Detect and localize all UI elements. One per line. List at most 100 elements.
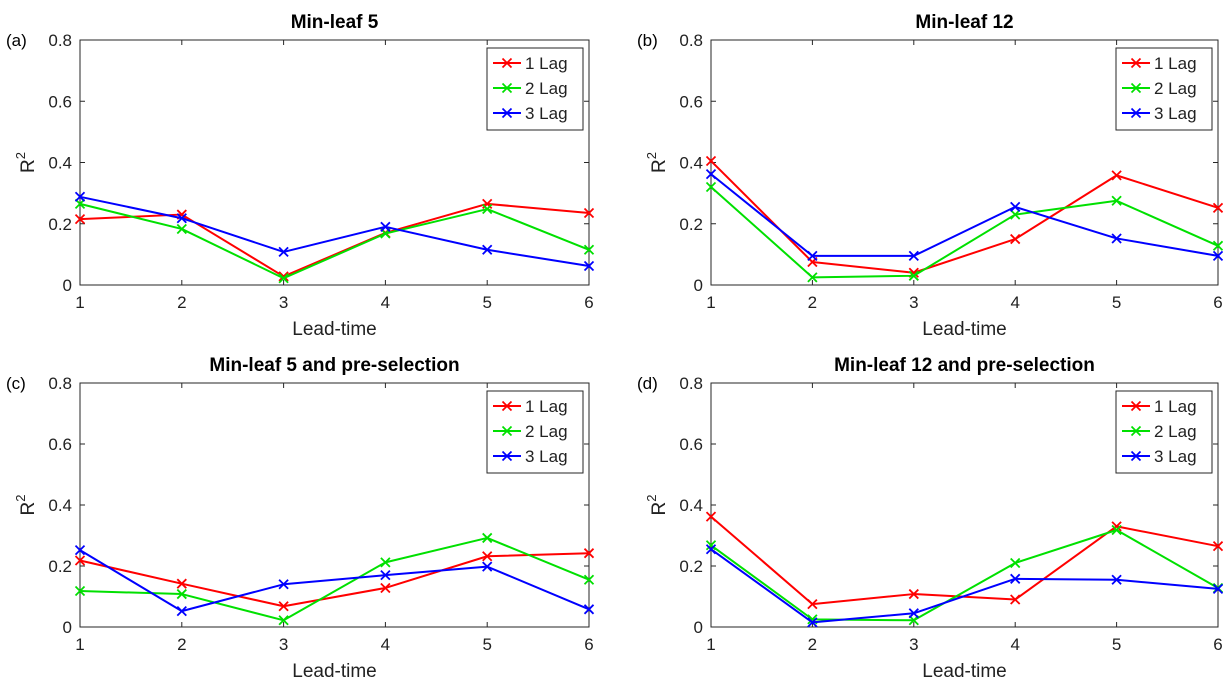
legend-swatch-marker bbox=[1130, 425, 1142, 437]
data-point bbox=[1111, 170, 1122, 181]
y-tick-label: 0 bbox=[694, 276, 703, 295]
data-point bbox=[583, 207, 595, 219]
chart-title: Min-leaf 5 and pre-selection bbox=[209, 355, 459, 376]
y-tick-label: 0.6 bbox=[679, 435, 703, 454]
y-axis-label-base: R bbox=[18, 159, 39, 173]
data-point bbox=[807, 598, 818, 610]
legend: 1 Lag 2 Lag 3 Lag bbox=[486, 47, 584, 131]
data-point bbox=[278, 601, 289, 612]
data-point bbox=[1010, 201, 1021, 213]
x-tick-label: 3 bbox=[279, 293, 288, 312]
y-axis-label-superscript: 2 bbox=[13, 152, 28, 159]
data-point bbox=[705, 169, 717, 180]
y-axis-label-superscript: 2 bbox=[644, 152, 659, 159]
series-line-1-lag bbox=[710, 160, 1219, 274]
data-point bbox=[1010, 573, 1021, 584]
data-point bbox=[278, 579, 289, 590]
y-axis-label: R2 bbox=[13, 495, 39, 516]
y-axis-label-superscript: 2 bbox=[644, 495, 659, 502]
data-point bbox=[74, 545, 86, 556]
series-line-3-lag bbox=[710, 548, 1219, 624]
legend-swatch-marker bbox=[1130, 450, 1142, 462]
panel-label: (c) bbox=[6, 374, 26, 393]
x-tick-label: 3 bbox=[909, 635, 918, 654]
legend-swatch-marker bbox=[501, 450, 513, 462]
data-point bbox=[1212, 240, 1223, 251]
x-tick-label: 4 bbox=[1010, 635, 1019, 654]
data-point bbox=[278, 615, 289, 626]
y-tick-label: 0.8 bbox=[679, 31, 703, 50]
legend-swatch-marker bbox=[1130, 400, 1142, 412]
y-tick-label: 0.4 bbox=[679, 496, 703, 515]
y-tick-label: 0.2 bbox=[679, 557, 703, 576]
y-tick-label: 0.8 bbox=[48, 374, 72, 393]
data-point bbox=[807, 250, 818, 262]
data-point bbox=[807, 617, 818, 628]
legend-swatch-marker bbox=[1130, 107, 1142, 119]
data-point bbox=[1111, 521, 1122, 532]
data-point bbox=[176, 223, 187, 235]
chart-panel-d: Min-leaf 12 and pre-selection (d) 0 0.2 0.4 0… bbox=[637, 355, 1223, 682]
data-point bbox=[1010, 594, 1021, 605]
x-tick-label: 5 bbox=[1112, 635, 1121, 654]
x-tick-label: 6 bbox=[1213, 293, 1222, 312]
data-point bbox=[908, 588, 919, 600]
legend-swatch-marker bbox=[501, 107, 513, 119]
data-point bbox=[278, 271, 289, 282]
x-tick-label: 1 bbox=[706, 293, 715, 312]
x-tick-label: 5 bbox=[482, 635, 491, 654]
x-tick-label: 1 bbox=[75, 293, 84, 312]
x-tick-label: 1 bbox=[75, 635, 84, 654]
chart-title: Min-leaf 5 bbox=[291, 12, 379, 33]
chart-panel-c: Min-leaf 5 and pre-selection (c) 0 0.2 0.4 0.… bbox=[6, 355, 595, 682]
y-axis-label-base: R bbox=[649, 502, 670, 516]
x-tick-label: 2 bbox=[177, 635, 186, 654]
chart-title: Min-leaf 12 and pre-selection bbox=[834, 355, 1095, 376]
legend-label: 1 Lag bbox=[525, 397, 568, 416]
data-point bbox=[380, 557, 391, 568]
panel-label: (d) bbox=[637, 374, 658, 393]
y-tick-label: 0.4 bbox=[679, 154, 703, 173]
data-point bbox=[908, 250, 919, 262]
legend: 1 Lag 2 Lag 3 Lag bbox=[486, 390, 584, 474]
series-line-3-lag bbox=[79, 549, 590, 613]
y-axis-label: R2 bbox=[13, 152, 39, 173]
data-point bbox=[705, 511, 717, 522]
data-point bbox=[176, 588, 187, 600]
x-axis-label: Lead-time bbox=[922, 319, 1007, 340]
legend-label: 2 Lag bbox=[1154, 422, 1197, 441]
data-point bbox=[583, 574, 595, 585]
legend-label: 3 Lag bbox=[1154, 447, 1197, 466]
x-axis-label: Lead-time bbox=[292, 319, 377, 340]
data-point bbox=[1010, 233, 1021, 245]
data-point bbox=[807, 272, 818, 283]
x-axis-label: Lead-time bbox=[922, 661, 1007, 682]
chart-title: Min-leaf 12 bbox=[915, 12, 1013, 33]
data-point bbox=[1212, 202, 1223, 213]
data-point bbox=[482, 244, 493, 255]
data-point bbox=[74, 585, 86, 597]
data-point bbox=[705, 544, 717, 555]
data-point bbox=[908, 608, 919, 619]
data-point bbox=[278, 273, 289, 284]
panel-label: (a) bbox=[6, 31, 27, 50]
data-point bbox=[74, 191, 86, 202]
y-tick-label: 0.4 bbox=[48, 154, 72, 173]
chart-panel-a: Min-leaf 5 (a) 0 0.2 0.4 0.6 0.8 1 2 3 4 5 6 Lead-tim… bbox=[6, 12, 595, 340]
y-tick-label: 0 bbox=[63, 618, 72, 637]
y-tick-label: 0.2 bbox=[679, 215, 703, 234]
series-line-2-lag bbox=[79, 202, 590, 280]
legend: 1 Lag 2 Lag 3 Lag bbox=[1115, 390, 1213, 474]
data-point bbox=[583, 260, 595, 272]
legend: 1 Lag 2 Lag 3 Lag bbox=[1115, 47, 1213, 131]
data-point bbox=[1212, 541, 1223, 552]
data-point bbox=[583, 548, 595, 559]
legend-label: 3 Lag bbox=[525, 104, 568, 123]
x-tick-label: 2 bbox=[177, 293, 186, 312]
x-tick-label: 6 bbox=[584, 293, 593, 312]
data-point bbox=[380, 221, 391, 232]
legend-label: 3 Lag bbox=[1154, 104, 1197, 123]
data-point bbox=[1010, 209, 1021, 220]
legend-swatch-marker bbox=[1130, 82, 1142, 94]
series-line-2-lag bbox=[79, 536, 590, 622]
